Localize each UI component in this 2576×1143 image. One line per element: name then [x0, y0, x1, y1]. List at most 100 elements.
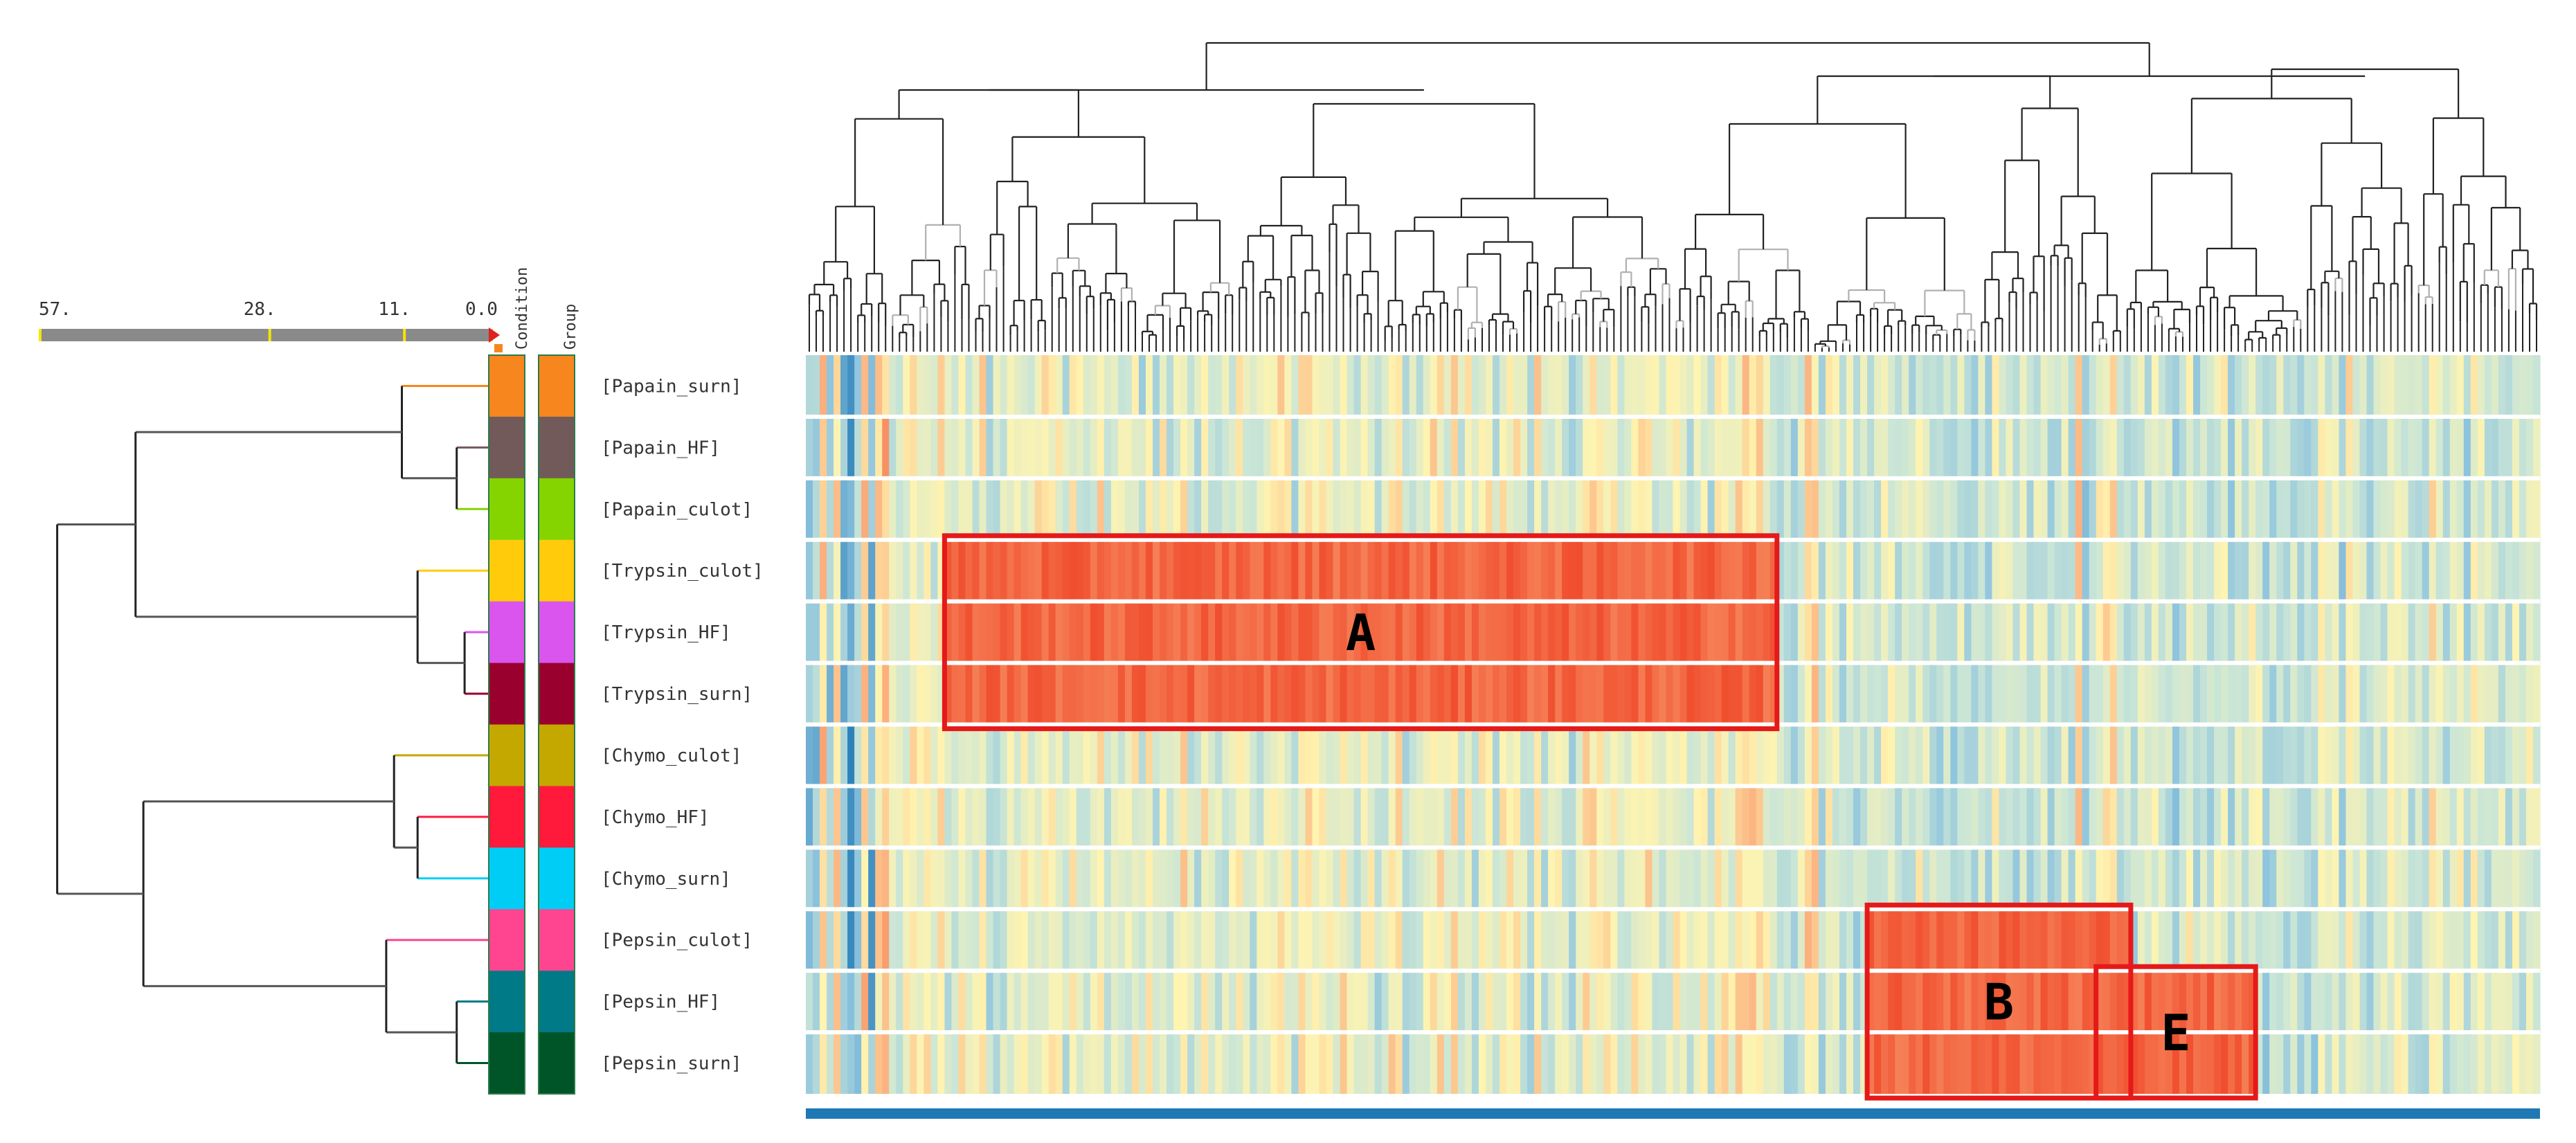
heatmap-cell [1409, 847, 1417, 910]
heatmap-cell [1707, 1032, 1715, 1094]
heatmap-cell [2130, 663, 2138, 725]
heatmap-cell [1110, 971, 1119, 1033]
heatmap-cell [1867, 601, 1875, 663]
heatmap-cell [2130, 416, 2138, 478]
heatmap-cell [1250, 1032, 1257, 1094]
heatmap-cell [1381, 601, 1389, 663]
heatmap-cell [1374, 478, 1382, 540]
heatmap-cell [2401, 478, 2409, 540]
heatmap-cell [1909, 355, 1916, 417]
heatmap-cell [1881, 971, 1889, 1033]
heatmap-cell [1007, 416, 1015, 478]
heatmap-cell [1083, 724, 1091, 786]
heatmap-cell [1589, 909, 1597, 971]
heatmap-cell [1902, 416, 1909, 478]
heatmap-cell [2276, 601, 2284, 663]
heatmap-cell [1062, 971, 1070, 1033]
heatmap-cell [1506, 355, 1514, 417]
heatmap-cell [1721, 909, 1729, 971]
heatmap-cell [1790, 663, 1799, 725]
heatmap-cell [903, 601, 910, 663]
heatmap-cell [1250, 847, 1257, 910]
heatmap-cell [889, 786, 897, 848]
heatmap-cell [2498, 416, 2506, 478]
heatmap-cell [1263, 909, 1271, 971]
heatmap-cell [1603, 539, 1611, 602]
heatmap-cell [2477, 847, 2485, 910]
heatmap-cell [2186, 971, 2194, 1033]
heatmap-cell [917, 724, 924, 786]
heatmap-cell [1236, 539, 1243, 602]
heatmap-cell [2519, 724, 2527, 786]
heatmap-cell [1645, 416, 1653, 478]
heatmap-cell [1783, 539, 1792, 602]
heatmap-cell [1978, 724, 1985, 786]
heatmap-cell [1943, 416, 1951, 478]
heatmap-cell [1811, 539, 1819, 602]
heatmap-cell [1388, 971, 1396, 1033]
heatmap-cell [2047, 909, 2055, 971]
heatmap-cell [1250, 663, 1257, 725]
heatmap-cell [2297, 478, 2305, 540]
group-swatch [539, 1032, 575, 1095]
heatmap-cell [2144, 416, 2152, 478]
heatmap-cell [2477, 539, 2485, 602]
heatmap-cell [1097, 909, 1105, 971]
heatmap-cell [1167, 416, 1174, 478]
heatmap-cell [2179, 724, 2187, 786]
heatmap-cell [2442, 909, 2451, 971]
heatmap-cell [1083, 478, 1091, 540]
heatmap-cell [868, 601, 876, 663]
heatmap-cell [1353, 355, 1362, 417]
heatmap-cell [2532, 724, 2541, 786]
heatmap-cell [2151, 539, 2159, 602]
heatmap-cell [1548, 786, 1556, 848]
heatmap-cell [2026, 1032, 2035, 1094]
heatmap-cell [2200, 786, 2208, 848]
heatmap-cell [882, 539, 890, 602]
heatmap-cell [1083, 786, 1091, 848]
heatmap-cell [1215, 786, 1223, 848]
heatmap-cell [1562, 724, 1569, 786]
heatmap-cell [1160, 478, 1167, 540]
heatmap-cell [1388, 724, 1396, 786]
heatmap-cell [1014, 1032, 1022, 1094]
heatmap-cell [2532, 601, 2541, 663]
heatmap-cell [2532, 786, 2541, 848]
heatmap-cell [1346, 909, 1355, 971]
heatmap-cell [2283, 847, 2291, 910]
heatmap-cell [2484, 847, 2492, 910]
heatmap-cell [1776, 416, 1785, 478]
heatmap-cell [1416, 909, 1424, 971]
heatmap-cell [1569, 478, 1576, 540]
heatmap-cell [1160, 971, 1167, 1033]
heatmap-cell [2297, 909, 2305, 971]
heatmap-cell [2408, 663, 2416, 725]
heatmap-cell [1381, 724, 1389, 786]
heatmap-cell [1679, 539, 1688, 602]
heatmap-cell [2477, 416, 2485, 478]
heatmap-cell [1041, 539, 1050, 602]
heatmap-cell [813, 786, 820, 848]
heatmap-cell [1583, 724, 1590, 786]
heatmap-cell [917, 663, 924, 725]
heatmap-cell [1804, 539, 1812, 602]
heatmap-cell [1596, 847, 1604, 910]
heatmap-cell [2123, 1032, 2132, 1094]
heatmap-cell [979, 416, 987, 478]
heatmap-cell [2339, 601, 2347, 663]
heatmap-cell [1867, 909, 1875, 971]
row-separator-line [806, 537, 2540, 542]
heatmap-cell [896, 724, 903, 786]
heatmap-cell [1083, 847, 1091, 910]
heatmap-cell [1298, 1032, 1306, 1094]
heatmap-cell [2415, 601, 2423, 663]
heatmap-cell [1700, 478, 1709, 540]
heatmap-cell [2408, 601, 2416, 663]
heatmap-cell [1436, 663, 1445, 725]
heatmap-cell [868, 847, 876, 910]
heatmap-cell [910, 539, 917, 602]
heatmap-cell [1756, 847, 1764, 910]
row-label: [Trypsin_HF] [601, 622, 731, 643]
heatmap-cell [1284, 909, 1292, 971]
